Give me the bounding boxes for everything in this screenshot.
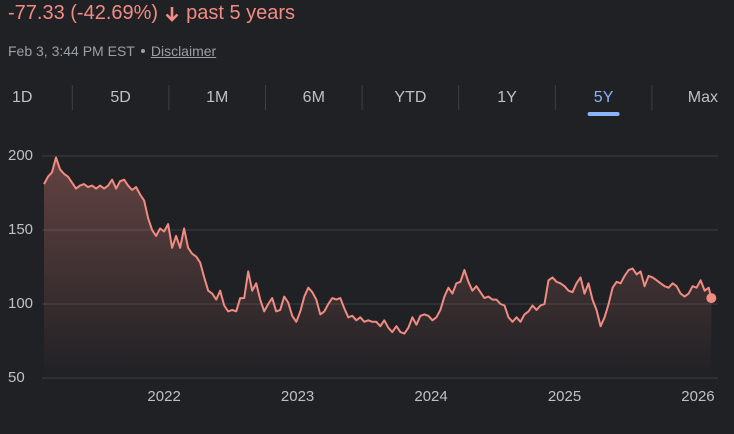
disclaimer-link[interactable]: Disclaimer [150,43,217,59]
range-tab[interactable]: YTD [394,89,426,106]
x-tick-label: 2025 [548,388,581,405]
y-tick-label: 150 [8,221,33,238]
y-tick-label: 200 [8,147,33,164]
price-line [43,156,713,335]
x-tick-label: 2023 [281,388,314,405]
timestamp: Feb 3, 3:44 PM EST [8,43,135,59]
range-tab[interactable]: 5D [110,89,130,106]
range-tab[interactable]: 6M [303,89,325,106]
x-tick-label: 2026 [681,388,714,405]
y-tick-label: 100 [8,295,33,312]
price-change: -77.33 (-42.69%) past 5 years [8,2,295,25]
period: past 5 years [186,2,296,24]
current-price-dot [706,293,717,304]
area-fill [44,157,712,378]
down-arrow [165,6,179,22]
x-tick-label: 2022 [147,388,180,405]
range-tab[interactable]: 1M [206,89,228,106]
range-tab[interactable]: Max [688,89,718,106]
separator-dot [140,49,145,53]
y-tick-label: 50 [8,369,25,386]
active-tab-underline [587,112,620,116]
range-tab[interactable]: 1Y [497,89,517,106]
range-tab[interactable]: 5Y [594,89,614,106]
change-value: -77.33 (-42.69%) [8,2,159,24]
timestamp-row: Feb 3, 3:44 PM EST Disclaimer [8,43,216,59]
x-tick-label: 2024 [414,388,447,405]
range-tab[interactable]: 1D [12,89,32,106]
